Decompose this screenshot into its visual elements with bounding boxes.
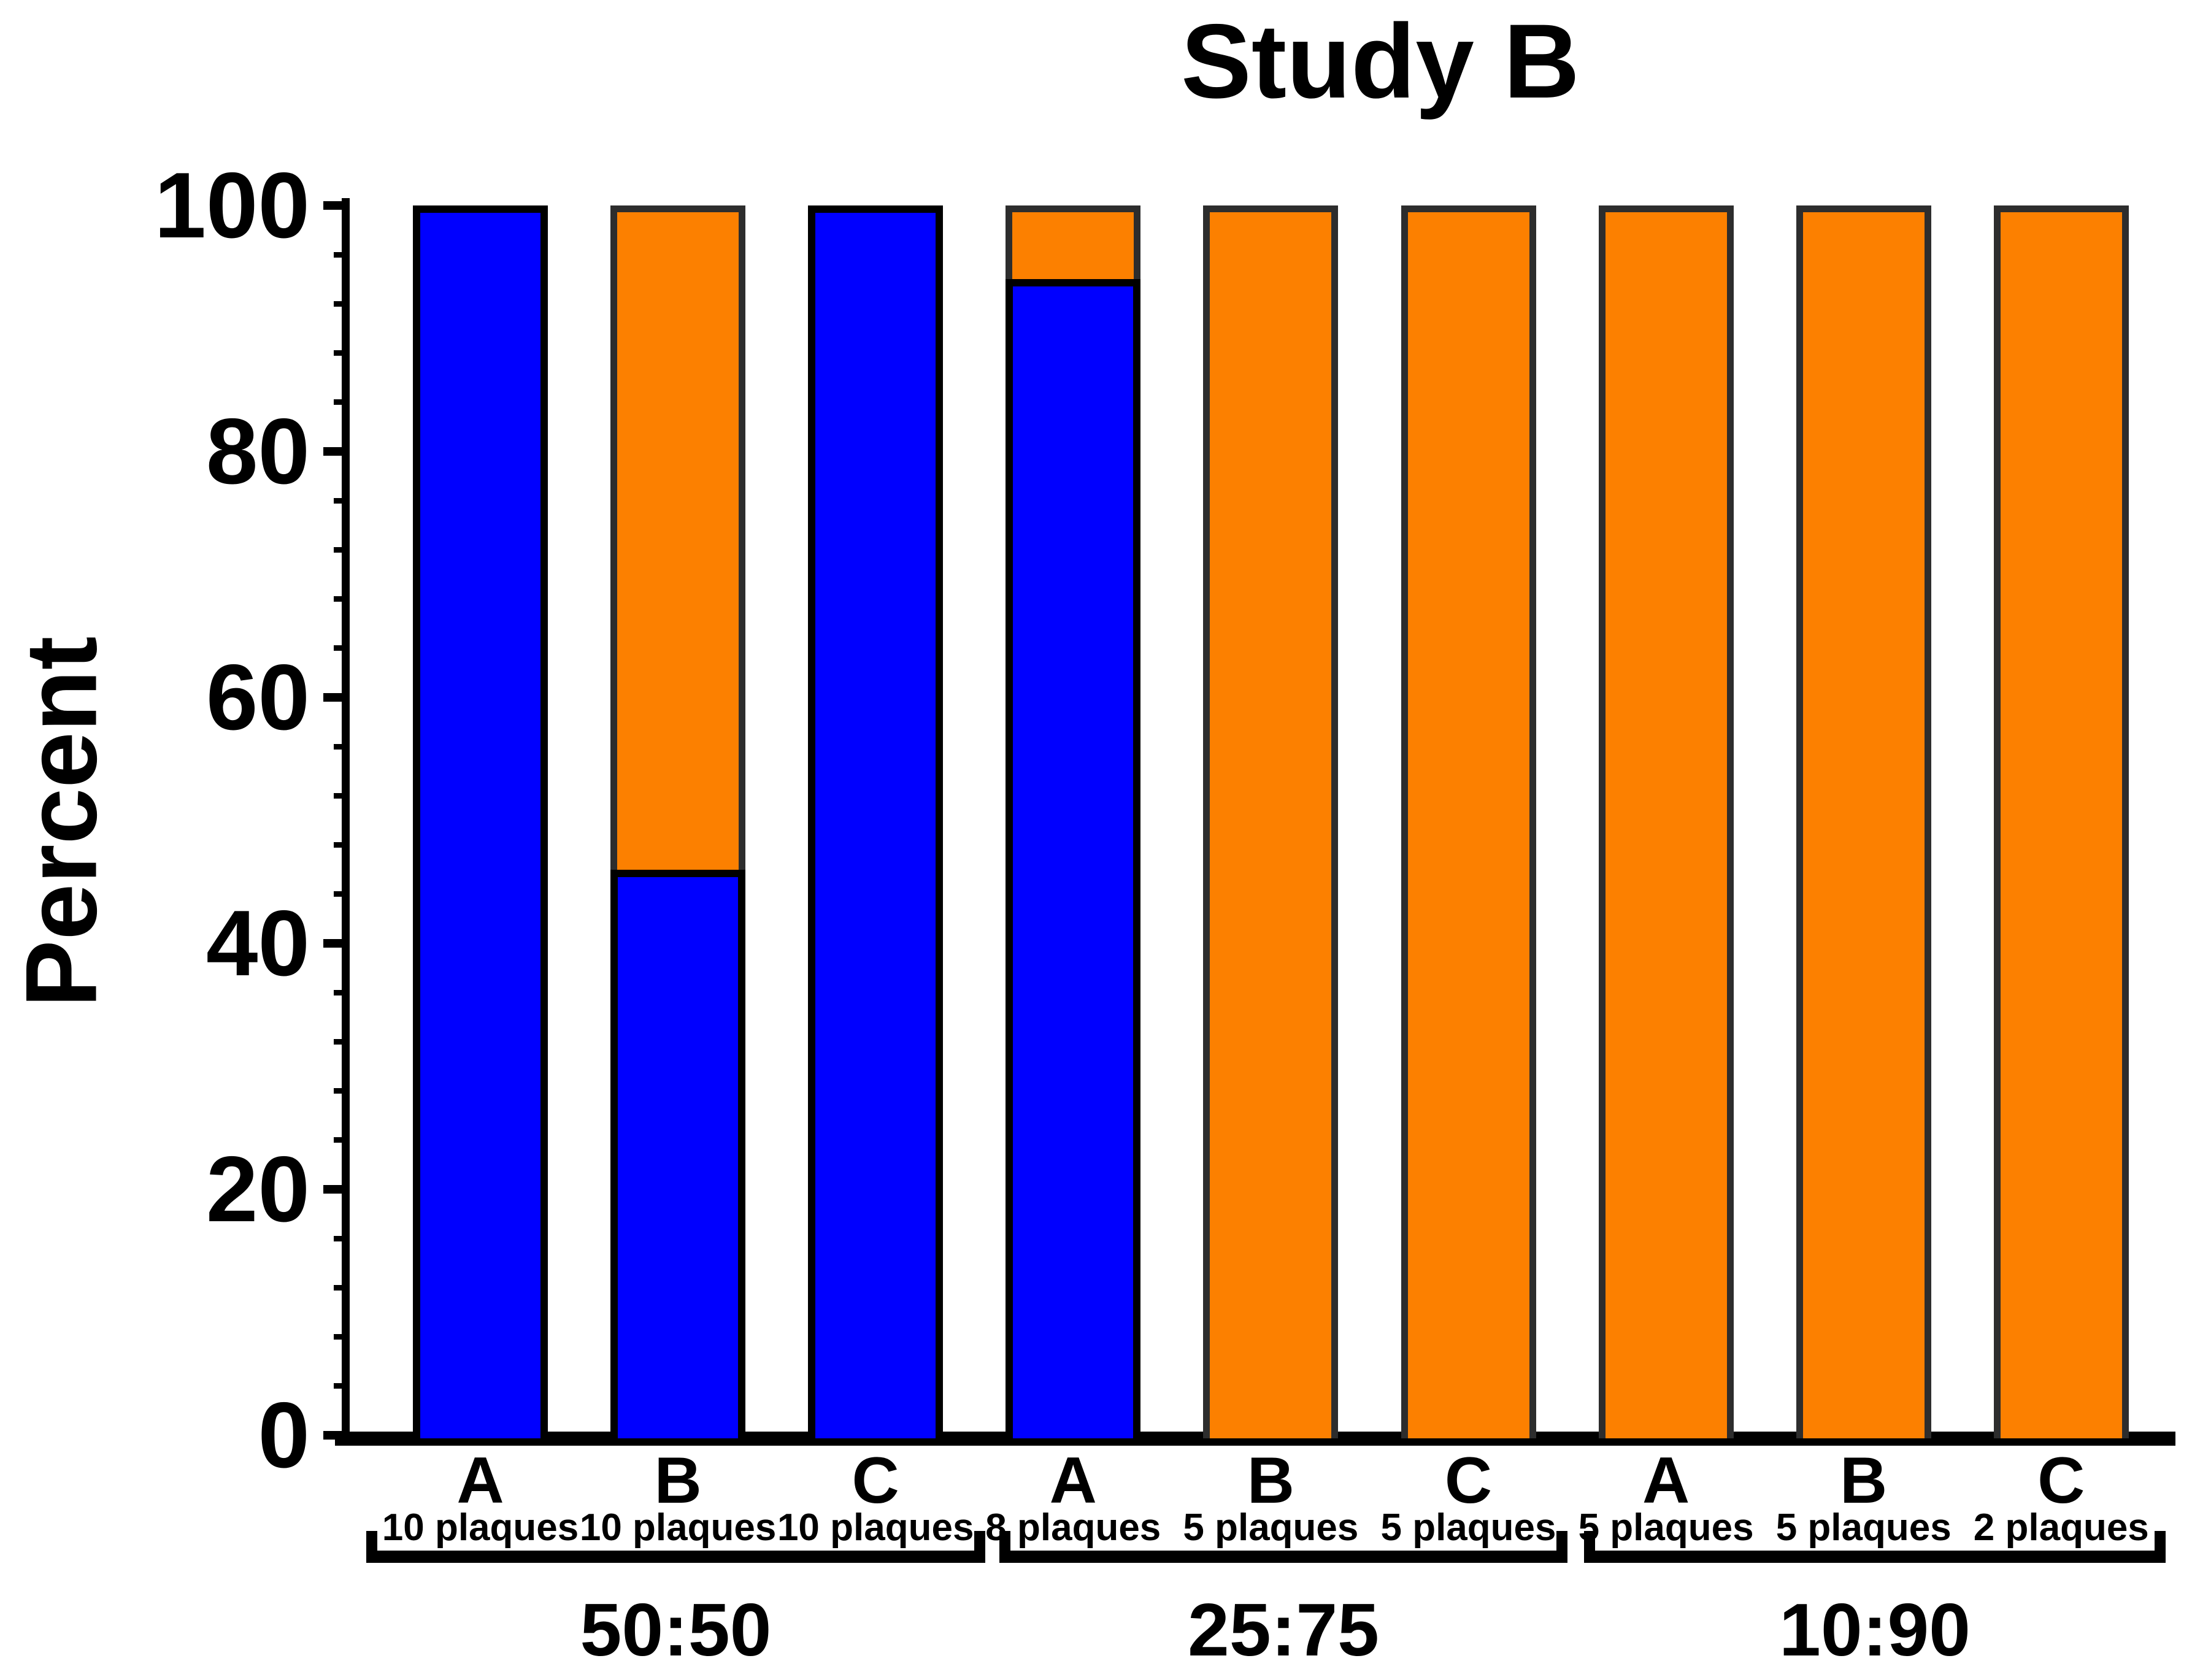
y-tick-label: 60 — [206, 645, 310, 750]
group-bracket-end — [974, 1531, 985, 1563]
y-minor-tick — [334, 350, 342, 356]
x-label-B: B — [654, 1443, 702, 1517]
x-label-C: C — [2037, 1443, 2085, 1517]
bar-50:50-B — [610, 205, 746, 1438]
x-label-B: B — [1247, 1443, 1295, 1517]
y-minor-tick — [334, 989, 342, 995]
x-label-A: A — [1049, 1443, 1097, 1517]
bar-segment-blue — [610, 869, 746, 1438]
y-axis-line — [342, 198, 350, 1446]
bar-25:75-A — [1006, 205, 1141, 1438]
y-minor-tick — [334, 251, 342, 258]
plaque-count-label: 5 plaques — [1775, 1506, 1952, 1549]
group-ratio-label: 25:75 — [1187, 1588, 1380, 1671]
y-minor-tick — [334, 1334, 342, 1340]
plaque-count-label: 10 plaques — [382, 1506, 579, 1549]
bar-25:75-B — [1203, 205, 1339, 1438]
group-bracket-line — [366, 1551, 985, 1563]
bar-segment-orange — [1401, 205, 1536, 1438]
y-minor-tick — [334, 645, 342, 651]
bar-25:75-C — [1401, 205, 1536, 1438]
bar-segment-blue — [808, 205, 944, 1438]
x-label-A: A — [1642, 1443, 1690, 1517]
bar-segment-orange — [1598, 205, 1734, 1438]
group-bracket-end — [1584, 1531, 1595, 1563]
y-minor-tick — [334, 547, 342, 553]
x-label-B: B — [1840, 1443, 1888, 1517]
y-axis-label: Percent — [4, 636, 118, 1008]
plaque-count-label: 10 plaques — [579, 1506, 777, 1549]
y-tick-label: 80 — [206, 399, 310, 504]
bar-50:50-A — [413, 205, 548, 1438]
plaque-count-label: 5 plaques — [1183, 1506, 1359, 1549]
plaque-count-label: 5 plaques — [1578, 1506, 1754, 1549]
bar-10:90-A — [1598, 205, 1734, 1438]
y-minor-tick — [334, 1137, 342, 1143]
y-minor-tick — [334, 1383, 342, 1389]
bar-10:90-B — [1796, 205, 1931, 1438]
y-minor-tick — [334, 1235, 342, 1241]
y-major-tick — [323, 1185, 342, 1194]
y-minor-tick — [334, 497, 342, 504]
y-minor-tick — [334, 1038, 342, 1045]
bar-segment-orange — [1203, 205, 1339, 1438]
y-tick-label: 20 — [206, 1137, 310, 1241]
bar-50:50-C — [808, 205, 944, 1438]
y-major-tick — [323, 1431, 342, 1440]
y-tick-label: 40 — [206, 891, 310, 995]
plaque-count-label: 10 plaques — [777, 1506, 974, 1549]
chart-title: Study B — [1181, 2, 1580, 120]
group-bracket-end — [1556, 1531, 1567, 1563]
plaque-count-label: 2 plaques — [1973, 1506, 2149, 1549]
y-tick-label: 0 — [258, 1383, 310, 1487]
bar-10:90-C — [1993, 205, 2129, 1438]
y-minor-tick — [334, 743, 342, 750]
y-major-tick — [323, 939, 342, 948]
bar-segment-blue — [413, 205, 548, 1438]
y-minor-tick — [334, 792, 342, 799]
bar-segment-orange — [1993, 205, 2129, 1438]
bar-segment-blue — [1006, 279, 1141, 1438]
y-minor-tick — [334, 301, 342, 307]
y-major-tick — [323, 201, 342, 210]
group-bracket-end — [2155, 1531, 2166, 1563]
x-label-C: C — [852, 1443, 899, 1517]
y-minor-tick — [334, 596, 342, 602]
group-bracket-line — [1584, 1551, 2166, 1563]
y-minor-tick — [334, 1088, 342, 1094]
y-minor-tick — [334, 399, 342, 405]
y-tick-label: 100 — [154, 153, 310, 258]
group-bracket-end — [999, 1531, 1010, 1563]
y-minor-tick — [334, 842, 342, 848]
plaque-count-label: 5 plaques — [1380, 1506, 1556, 1549]
y-minor-tick — [334, 891, 342, 897]
bar-segment-orange — [610, 205, 746, 870]
x-label-A: A — [456, 1443, 504, 1517]
y-major-tick — [323, 447, 342, 456]
x-label-C: C — [1444, 1443, 1493, 1517]
group-ratio-label: 50:50 — [580, 1588, 772, 1671]
group-ratio-label: 10:90 — [1779, 1588, 1971, 1671]
group-bracket-end — [366, 1531, 377, 1563]
plaque-count-label: 8 plaques — [985, 1506, 1161, 1549]
group-bracket-line — [999, 1551, 1567, 1563]
bar-segment-orange — [1006, 205, 1141, 280]
bar-segment-orange — [1796, 205, 1931, 1438]
y-major-tick — [323, 693, 342, 702]
y-minor-tick — [334, 1284, 342, 1291]
